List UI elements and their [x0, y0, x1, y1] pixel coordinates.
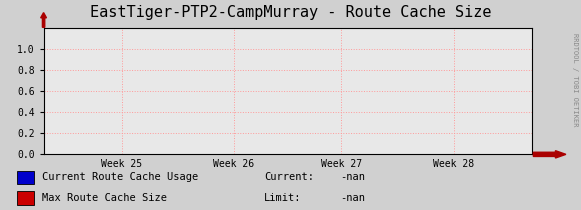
Text: -nan: -nan	[340, 193, 365, 203]
Text: RRDTOOL / TOBI OETIKER: RRDTOOL / TOBI OETIKER	[572, 33, 578, 127]
Text: Current:: Current:	[264, 172, 314, 182]
Text: -nan: -nan	[340, 172, 365, 182]
Text: Current Route Cache Usage: Current Route Cache Usage	[42, 172, 199, 182]
Text: Limit:: Limit:	[264, 193, 302, 203]
Text: Max Route Cache Size: Max Route Cache Size	[42, 193, 167, 203]
Text: EastTiger-PTP2-CampMurray - Route Cache Size: EastTiger-PTP2-CampMurray - Route Cache …	[89, 5, 492, 20]
